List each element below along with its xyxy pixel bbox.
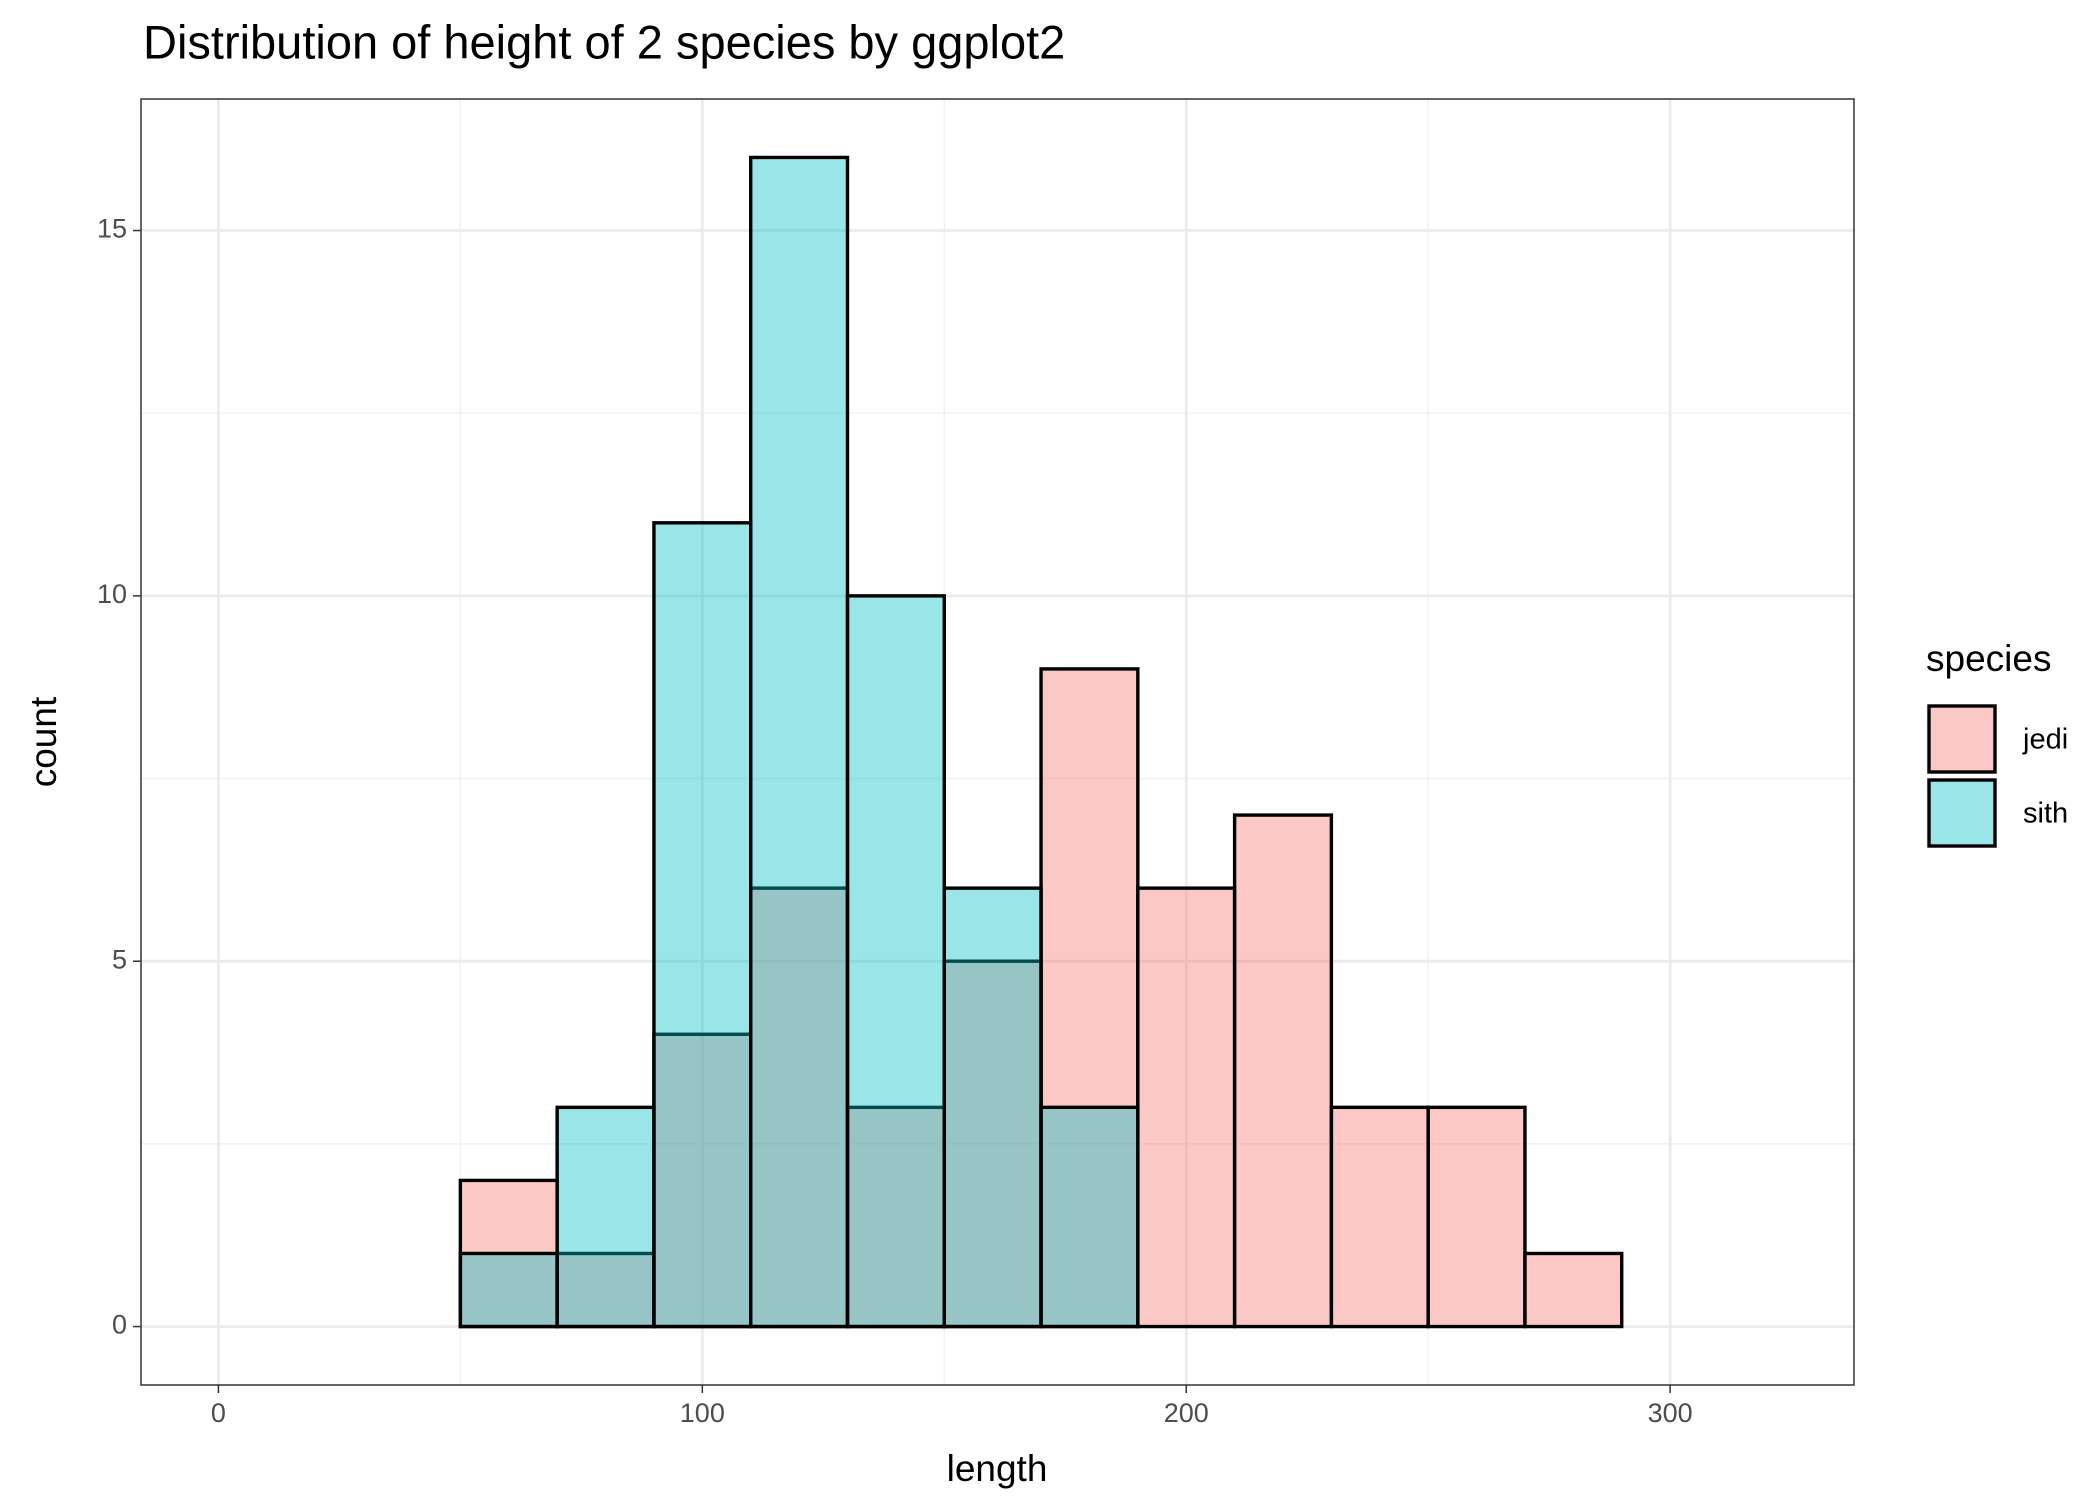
bar	[652, 521, 753, 1329]
x-tick-label: 100	[680, 1398, 725, 1428]
legend-label: jedi	[2022, 724, 2068, 756]
bar	[1136, 886, 1237, 1329]
legend-key	[1927, 704, 1997, 774]
x-axis-title: length	[947, 1448, 1048, 1489]
bar	[942, 959, 1043, 1329]
bar	[1039, 667, 1140, 1329]
bar	[1329, 1105, 1430, 1329]
legend-label: sith	[2023, 798, 2068, 830]
y-tick-label: 10	[97, 579, 127, 609]
x-tick-label: 300	[1648, 1398, 1693, 1428]
legend-title: species	[1926, 638, 2051, 679]
bar	[1523, 1251, 1624, 1329]
bar	[1232, 813, 1334, 1329]
x-tick-label: 200	[1164, 1398, 1209, 1428]
bar	[458, 1251, 559, 1329]
bar	[942, 886, 1043, 1329]
chart-title: Distribution of height of 2 species by g…	[143, 15, 1065, 68]
legend-key	[1927, 778, 1997, 848]
y-tick-label: 5	[112, 944, 127, 974]
panel-border	[140, 98, 1855, 1386]
bar	[1426, 1105, 1527, 1329]
bar	[1039, 1105, 1140, 1329]
y-tick-label: 0	[112, 1310, 127, 1340]
y-tick-label: 15	[97, 214, 127, 244]
bar	[845, 594, 946, 1329]
bar	[749, 155, 850, 1329]
x-tick-label: 0	[211, 1398, 226, 1428]
bar	[555, 1105, 656, 1329]
y-axis-title: count	[23, 696, 64, 787]
